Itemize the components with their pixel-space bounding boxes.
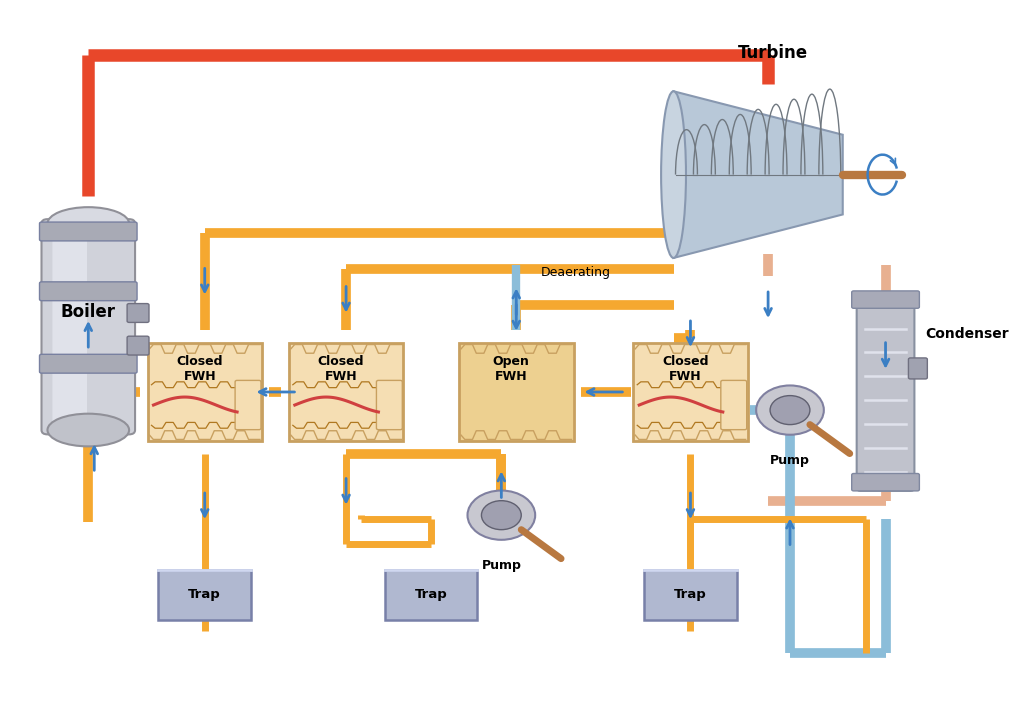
Text: Deaerating: Deaerating [541, 266, 611, 279]
FancyBboxPatch shape [644, 570, 736, 619]
FancyBboxPatch shape [385, 570, 477, 619]
Circle shape [481, 501, 521, 530]
Text: Closed
FWH: Closed FWH [663, 355, 709, 383]
FancyBboxPatch shape [721, 380, 746, 430]
FancyBboxPatch shape [127, 303, 150, 322]
Text: Boiler: Boiler [60, 303, 116, 322]
FancyBboxPatch shape [40, 222, 137, 241]
Text: Turbine: Turbine [738, 44, 808, 62]
FancyBboxPatch shape [127, 336, 150, 355]
Text: Open
FWH: Open FWH [493, 355, 529, 383]
FancyBboxPatch shape [459, 343, 573, 441]
FancyBboxPatch shape [147, 343, 262, 441]
FancyBboxPatch shape [40, 354, 137, 373]
FancyBboxPatch shape [377, 380, 402, 430]
FancyBboxPatch shape [908, 358, 928, 379]
FancyBboxPatch shape [289, 343, 403, 441]
FancyBboxPatch shape [52, 229, 87, 425]
FancyBboxPatch shape [852, 291, 920, 309]
FancyBboxPatch shape [236, 380, 261, 430]
Text: Trap: Trap [674, 588, 707, 601]
Ellipse shape [47, 207, 129, 240]
Text: Trap: Trap [415, 588, 447, 601]
FancyBboxPatch shape [633, 343, 748, 441]
FancyBboxPatch shape [40, 282, 137, 301]
Text: Pump: Pump [770, 454, 810, 467]
Text: Condenser: Condenser [926, 327, 1009, 341]
Polygon shape [674, 91, 843, 258]
FancyBboxPatch shape [42, 219, 135, 434]
Text: Closed
FWH: Closed FWH [317, 355, 365, 383]
FancyBboxPatch shape [159, 570, 251, 619]
Ellipse shape [662, 91, 686, 258]
Text: Closed
FWH: Closed FWH [176, 355, 223, 383]
FancyBboxPatch shape [857, 293, 914, 491]
Circle shape [770, 396, 810, 425]
Circle shape [468, 491, 536, 540]
Text: Trap: Trap [188, 588, 221, 601]
Ellipse shape [47, 414, 129, 446]
FancyBboxPatch shape [852, 473, 920, 491]
Text: Pump: Pump [481, 558, 521, 571]
Circle shape [756, 386, 824, 435]
